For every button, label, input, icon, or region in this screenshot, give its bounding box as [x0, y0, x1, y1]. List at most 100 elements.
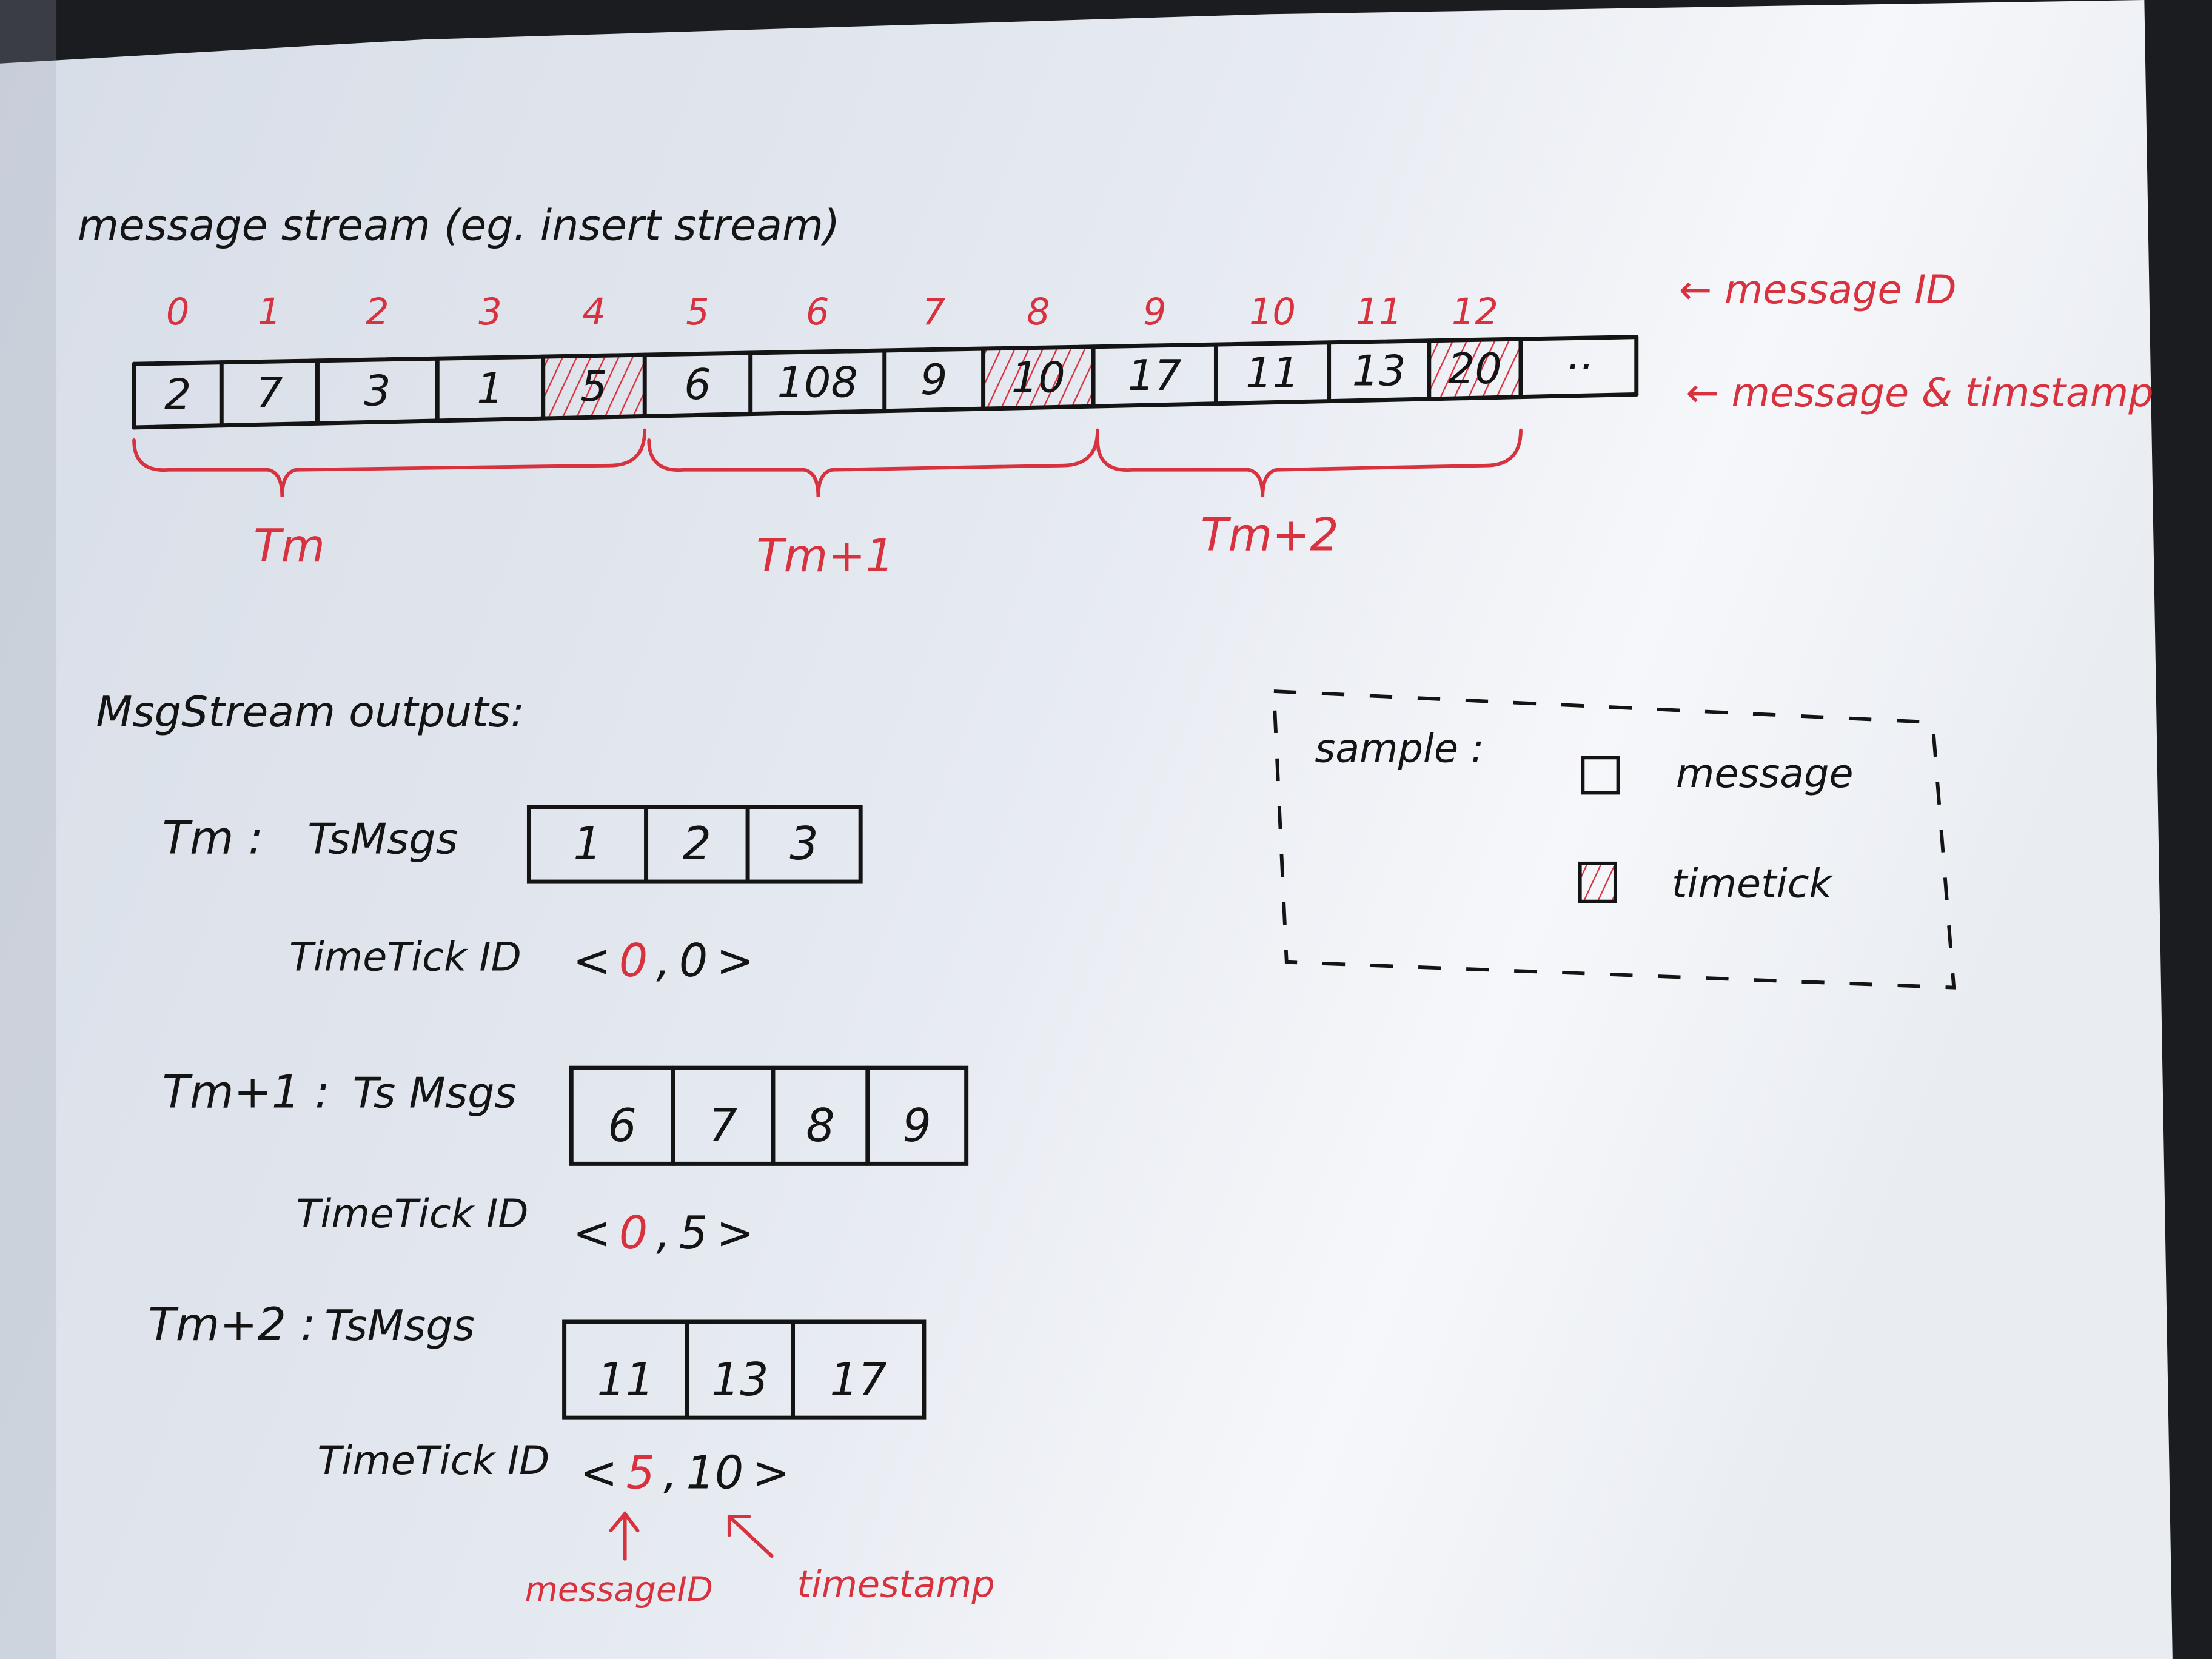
arrow-up-icon	[609, 1510, 640, 1561]
stream-cell: 2	[164, 370, 191, 420]
timetick-hatch	[543, 355, 645, 419]
shadow	[0, 0, 57, 1659]
tsmsg-cell: 9	[903, 1099, 931, 1152]
message-id: 7	[922, 291, 945, 333]
stream-cell: 6	[684, 360, 711, 409]
stream-cell: 13	[1352, 346, 1406, 395]
message-id-label: ← message ID	[1679, 267, 1957, 313]
message-id: 1	[258, 291, 281, 333]
tsmsg-cell: 11	[597, 1353, 654, 1406]
timetick-part-sep: ,	[656, 1207, 671, 1259]
timetick-part-close: >	[752, 1446, 789, 1499]
timetick-part-ts: 10	[686, 1446, 744, 1499]
message-timestamp-label: ← message & timstamp	[1686, 370, 2153, 416]
tsmsg-cell: 13	[711, 1353, 769, 1406]
timetick-part-id: 0	[619, 934, 648, 987]
tsmsgs-box	[526, 805, 863, 884]
group-braces: Tm Tm+1 Tm+2	[132, 428, 1523, 582]
message-id: 5	[686, 291, 709, 333]
group-brace	[647, 428, 1099, 497]
timetick-part-open: <	[580, 1446, 617, 1499]
stream-cell: 3	[364, 367, 390, 416]
message-id: 9	[1143, 291, 1166, 333]
tt-annotations: messageID timestamp	[525, 1510, 995, 1610]
tsmsg-cell: 6	[608, 1099, 636, 1152]
timetick-part-ts: 5	[679, 1207, 708, 1259]
section-name: Tm :	[163, 812, 264, 865]
message-id: 2	[366, 291, 389, 333]
stream-cell: ··	[1565, 343, 1592, 392]
tsmsg-cell: 2	[683, 817, 711, 870]
legend: sample : message timetick	[1272, 689, 1956, 990]
group-label: Tm+2	[1201, 508, 1339, 561]
tsmsg-cell: 3	[789, 817, 818, 870]
timetick-part-close: >	[716, 934, 754, 987]
group-brace	[132, 428, 647, 497]
message-id-row: 0 1 2 3 4 5 6 7 8 9 10 11 12	[166, 291, 1498, 333]
outputs-heading: MsgStream outputs:	[96, 688, 525, 737]
message-id: 8	[1027, 291, 1050, 333]
timetick-id-value: <5, 10 >	[580, 1446, 789, 1499]
timetick-id-value: <0, 5 >	[573, 1207, 754, 1259]
tsmsg-cell: 7	[709, 1099, 737, 1152]
stream-cell: 11	[1245, 349, 1299, 398]
timetick-part-ts: 0	[679, 934, 708, 987]
arrow-up-left-icon	[727, 1515, 774, 1558]
message-id: 12	[1452, 291, 1498, 333]
timetick-id-label: TimeTick ID	[297, 1191, 529, 1237]
timetick-part-id: 5	[626, 1446, 655, 1499]
message-id: 3	[478, 291, 501, 333]
message-id: 4	[582, 291, 605, 333]
output-section: Tm+1 : Ts Msgs 6 7 8 9 TimeTick ID <0, 5 >	[163, 1065, 969, 1259]
tsmsgs-box	[562, 1319, 927, 1420]
legend-message-label: message	[1676, 751, 1854, 797]
legend-title: sample :	[1315, 726, 1484, 771]
timetick-part-sep: ,	[663, 1446, 678, 1499]
tsmsgs-label: TsMsgs	[307, 815, 458, 864]
stream-cell: 7	[256, 369, 283, 418]
message-swatch	[1581, 756, 1620, 795]
section-name: Tm+1 :	[163, 1065, 330, 1118]
stream-cell: 1	[477, 364, 503, 414]
group-label: Tm	[253, 520, 325, 572]
timetick-part-id: 0	[619, 1207, 648, 1259]
tsmsg-cell: 1	[573, 817, 602, 870]
message-id: 0	[166, 291, 189, 333]
timetick-part-sep: ,	[656, 934, 671, 987]
tsmsg-cell: 17	[830, 1353, 887, 1406]
group-brace	[1096, 428, 1523, 497]
tsmsgs-label: Ts Msgs	[353, 1068, 517, 1118]
tsmsgs-label: TsMsgs	[324, 1301, 475, 1350]
tsmsgs-box	[569, 1065, 969, 1166]
message-id: 10	[1249, 291, 1296, 333]
timestamp-annotation: timestamp	[797, 1564, 994, 1606]
timetick-hatch	[983, 346, 1094, 409]
message-stream: 2 7 3 1 5 6 108 9 10 17 11 13 20 ··	[132, 335, 1639, 430]
legend-border	[1272, 689, 1956, 990]
tsmsg-cell: 8	[806, 1099, 834, 1152]
timetick-hatch	[1429, 339, 1521, 399]
group-label: Tm+1	[756, 529, 894, 582]
stream-cell: 20	[1448, 344, 1502, 394]
output-section: Tm+2 : TsMsgs 11 13 17 TimeTick ID <5, 10 >	[148, 1298, 927, 1499]
message-id: 6	[806, 291, 829, 333]
stream-cell: 10	[1011, 354, 1065, 403]
stream-cell: 17	[1128, 351, 1182, 400]
timetick-part-open: <	[573, 934, 611, 987]
timetick-id-value: <0, 0 >	[573, 934, 754, 987]
message-id-annotation: messageID	[525, 1570, 712, 1610]
timetick-part-close: >	[716, 1207, 754, 1259]
timetick-part-open: <	[573, 1207, 611, 1259]
stream-cell: 108	[777, 358, 858, 407]
stream-cell: 5	[580, 362, 607, 411]
timetick-swatch	[1578, 861, 1617, 903]
section-name: Tm+2 :	[148, 1298, 315, 1351]
timetick-id-label: TimeTick ID	[317, 1438, 549, 1484]
stream-cell: 9	[920, 355, 947, 404]
title: message stream (eg. insert stream)	[78, 201, 840, 250]
timetick-id-label: TimeTick ID	[289, 935, 521, 980]
